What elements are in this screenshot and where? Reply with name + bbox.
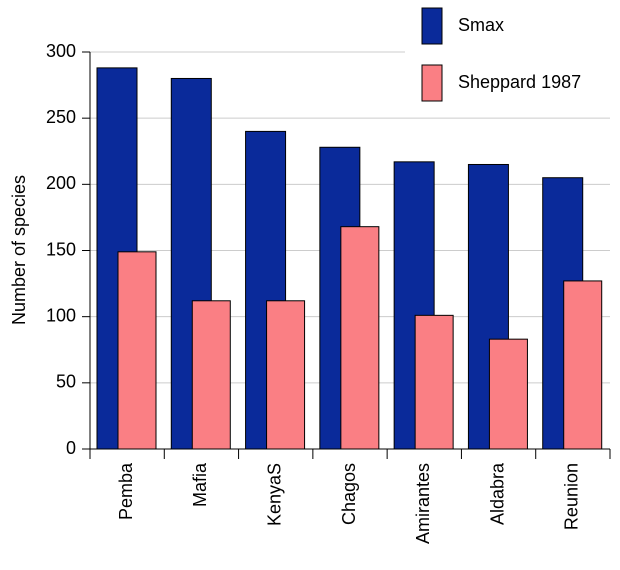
y-tick-label: 50 <box>56 372 76 392</box>
bar <box>266 300 306 450</box>
y-tick-label: 250 <box>46 107 76 127</box>
bar <box>191 300 231 450</box>
bar <box>340 226 380 450</box>
x-tick-label: Chagos <box>339 463 359 525</box>
y-axis-label: Number of species <box>9 175 29 325</box>
x-tick-label: KenyaS <box>264 463 284 526</box>
x-tick-label: Aldabra <box>487 462 507 525</box>
x-tick-label: Amirantes <box>413 463 433 544</box>
x-tick-label: Mafia <box>190 462 210 507</box>
y-tick-label: 300 <box>46 41 76 61</box>
legend-label: Smax <box>458 15 504 35</box>
legend-swatch <box>421 64 443 102</box>
x-tick-label: Pemba <box>116 462 136 520</box>
y-tick-label: 150 <box>46 239 76 259</box>
bar <box>563 280 603 450</box>
legend-swatch <box>421 7 443 45</box>
y-tick-label: 100 <box>46 305 76 325</box>
legend-label: Sheppard 1987 <box>458 72 581 92</box>
y-tick-label: 200 <box>46 173 76 193</box>
bar <box>414 314 454 450</box>
bar <box>117 251 157 450</box>
y-tick-label: 0 <box>66 438 76 458</box>
x-tick-label: Reunion <box>562 463 582 530</box>
bar <box>488 338 528 450</box>
